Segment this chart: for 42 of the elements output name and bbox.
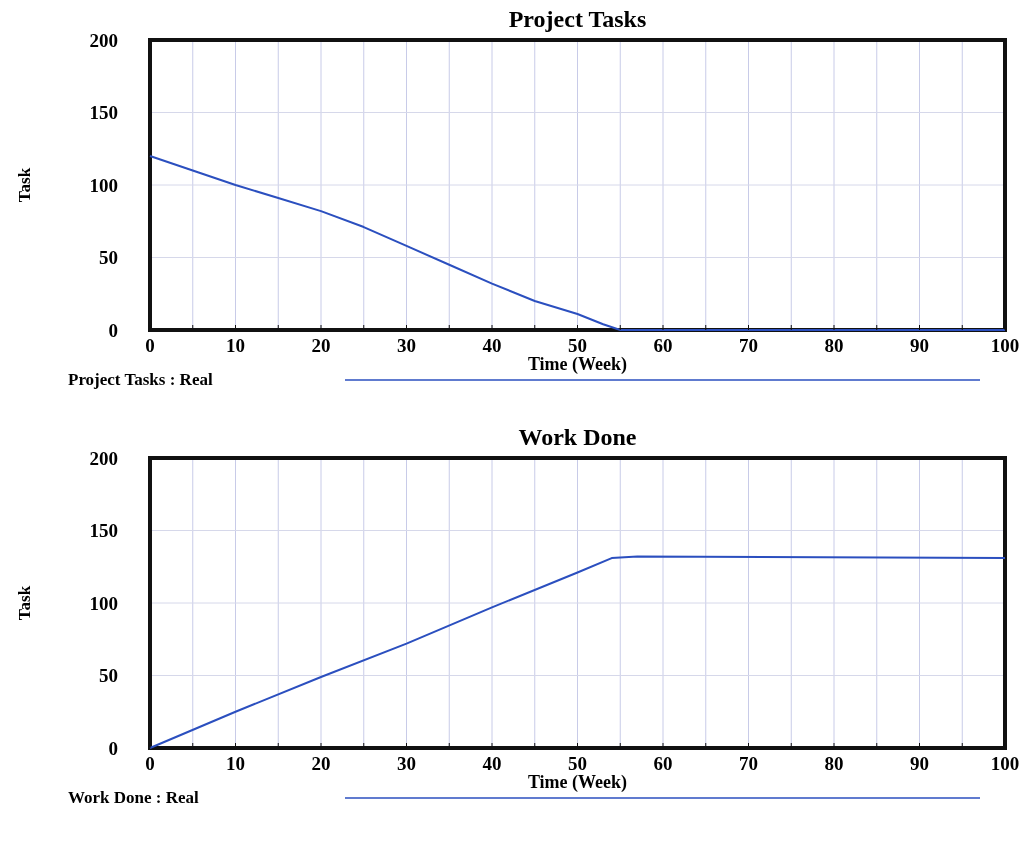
x-axis-title: Time (Week) <box>527 354 628 375</box>
y-tick-label: 150 <box>89 102 118 124</box>
x-tick-label: 90 <box>910 335 929 356</box>
x-tick-label: 50 <box>568 753 587 774</box>
x-tick-label: 30 <box>397 335 416 356</box>
x-tick-label: 0 <box>145 335 155 356</box>
y-tick-label: 50 <box>99 247 118 269</box>
y-tick-label: 0 <box>108 319 118 341</box>
y-axis-title: Task <box>15 167 34 203</box>
x-tick-label: 10 <box>226 753 245 774</box>
y-tick-label: 50 <box>99 665 118 687</box>
x-tick-label: 70 <box>739 753 758 774</box>
y-tick-label: 0 <box>108 737 118 759</box>
x-tick-label: 60 <box>653 753 673 774</box>
x-tick-label: 10 <box>226 335 245 356</box>
chart-title: Project Tasks <box>508 6 647 32</box>
x-axis-title: Time (Week) <box>527 772 628 793</box>
x-tick-label: 50 <box>568 335 587 356</box>
x-tick-label: 40 <box>482 335 502 356</box>
x-tick-label: 20 <box>311 753 331 774</box>
x-tick-label: 20 <box>311 335 331 356</box>
text: Project Tasks : Real <box>68 370 213 389</box>
line-series <box>149 555 1006 749</box>
line-series <box>149 155 1006 331</box>
y-tick-label: 150 <box>89 520 118 542</box>
y-tick-label: 100 <box>89 592 118 614</box>
x-tick-label: 100 <box>990 753 1020 774</box>
x-tick-label: 70 <box>739 335 758 356</box>
x-tick-label: 30 <box>397 753 416 774</box>
x-tick-label: 90 <box>910 753 929 774</box>
y-axis-title: Task <box>15 585 34 621</box>
x-tick-label: 80 <box>824 335 844 356</box>
y-tick-label: 200 <box>89 447 118 469</box>
y-tick-label: 200 <box>89 29 118 51</box>
x-tick-label: 100 <box>990 335 1020 356</box>
text: Work Done : Real <box>68 788 200 807</box>
chart-title: Work Done <box>518 424 637 450</box>
x-tick-label: 60 <box>653 335 673 356</box>
y-tick-label: 100 <box>89 174 118 196</box>
x-tick-label: 40 <box>482 753 502 774</box>
x-tick-label: 80 <box>824 753 844 774</box>
x-tick-label: 0 <box>145 753 155 774</box>
